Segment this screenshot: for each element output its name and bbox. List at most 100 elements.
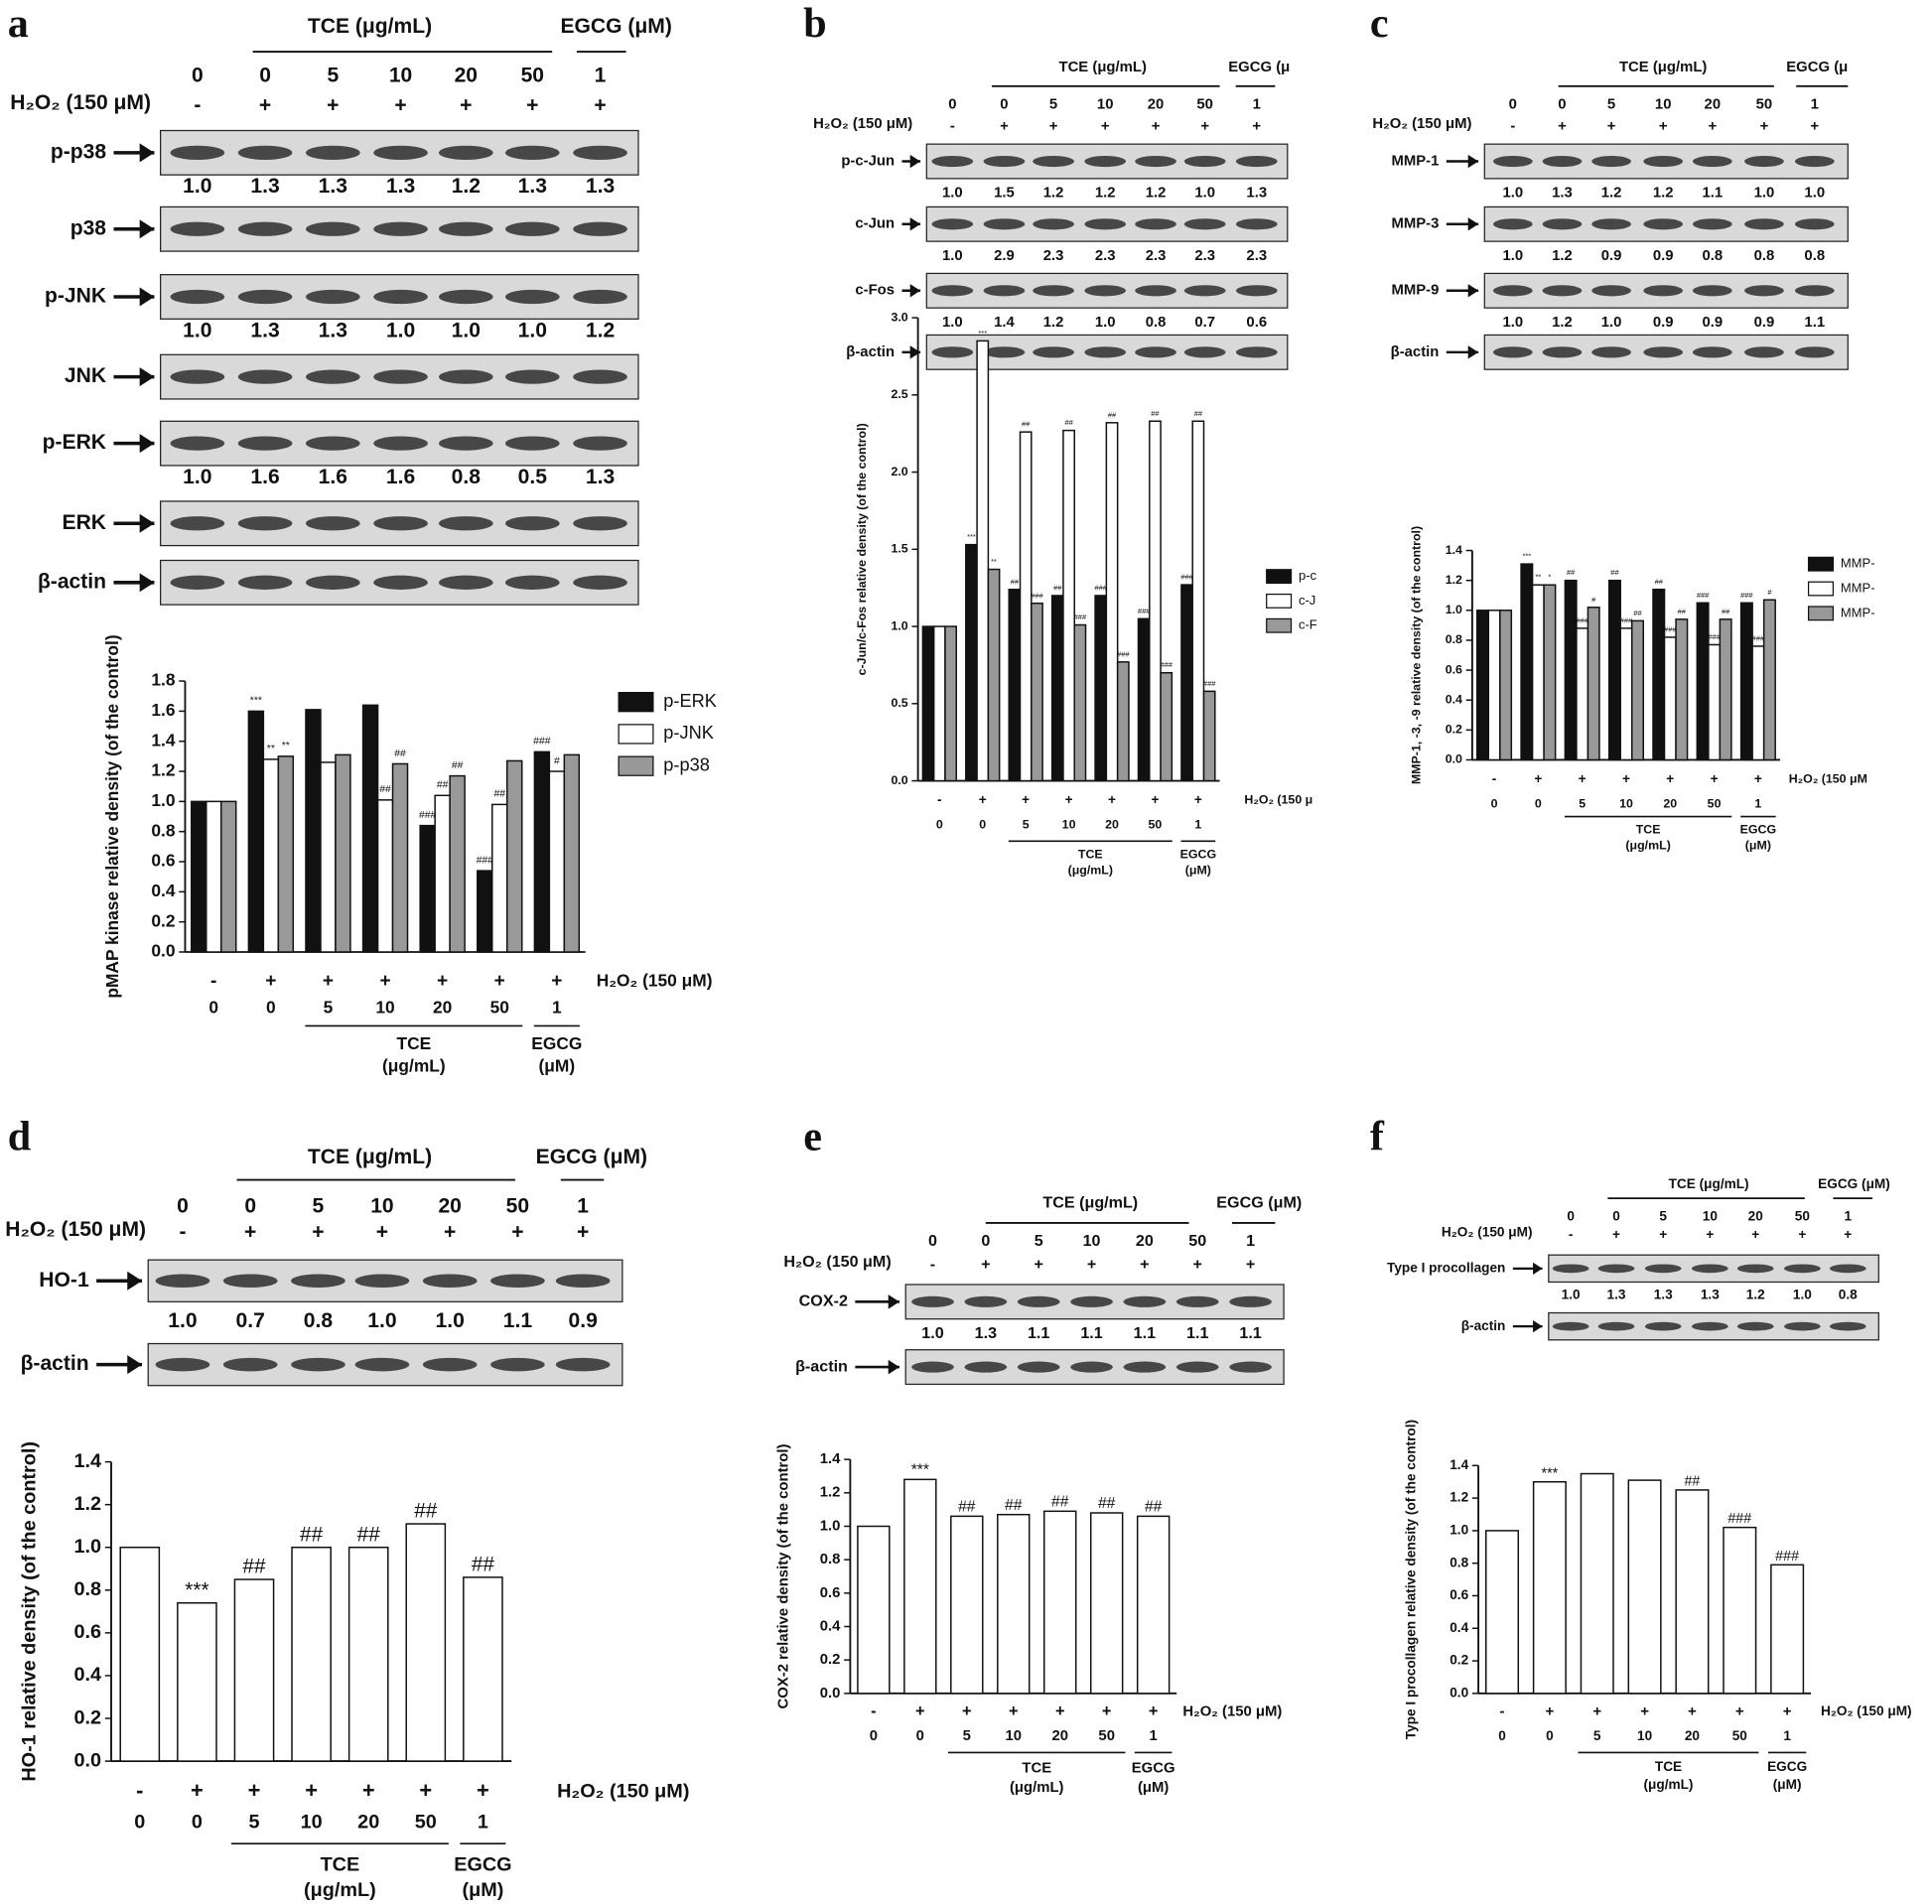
blot-band: [964, 1361, 1008, 1373]
row-label: p38: [70, 216, 107, 239]
h2o2-label: H₂O₂ (150 μ: [1244, 793, 1312, 807]
h2o2-label: H₂O₂ (150 μM): [5, 1218, 146, 1241]
blot-band: [1123, 1295, 1167, 1307]
bar: [361, 704, 379, 953]
bar: [1751, 645, 1765, 761]
bar: [1762, 599, 1776, 761]
x-tick-label: 1: [478, 1811, 488, 1833]
x-tick-label: 20: [357, 1811, 379, 1833]
blot-band: [505, 436, 560, 451]
bar: [449, 774, 466, 953]
y-tick-label: 3.0: [891, 310, 907, 324]
x-tick-label: 10: [1005, 1728, 1022, 1744]
blot-band: [1135, 155, 1176, 168]
bar: [1202, 690, 1216, 782]
x-tick-label: 1: [552, 998, 562, 1018]
x-sign-label: +: [1711, 771, 1719, 786]
bar: [857, 1525, 891, 1695]
dose-label: 5: [1607, 96, 1615, 112]
row-label: p-ERK: [43, 431, 107, 454]
y-tick-label: 0.4: [151, 881, 175, 900]
significance-mark: ###: [419, 810, 437, 821]
x-sign-label: +: [1622, 771, 1630, 786]
density-label: 0.9: [1653, 248, 1674, 264]
significance-mark: ##: [1098, 1495, 1116, 1512]
density-label: 0.6: [1246, 315, 1267, 331]
y-tick-label: 1.2: [74, 1493, 102, 1515]
y-tick-label: 2.0: [891, 465, 907, 478]
bar: [1564, 579, 1578, 761]
significance-mark: ##: [1610, 568, 1619, 577]
x-tick-label: 10: [375, 998, 394, 1018]
row-label: β-actin: [21, 1352, 89, 1375]
bar: [1619, 627, 1633, 761]
arrow-head: [1467, 217, 1479, 231]
x-tick-label: 20: [1051, 1728, 1068, 1744]
significance-mark: *: [1548, 573, 1551, 582]
blot-band: [1492, 285, 1533, 297]
blot-band: [1744, 285, 1784, 297]
blot-band: [1229, 1295, 1272, 1307]
density-label: 1.2: [1095, 186, 1116, 202]
blot-band: [1235, 155, 1278, 168]
significance-mark: ###: [533, 737, 551, 748]
blot-band: [1591, 155, 1631, 168]
panel-label: c: [1370, 0, 1389, 47]
x-tick-label: 0: [936, 817, 943, 831]
density-label: 1.0: [921, 1324, 943, 1342]
density-label: 1.3: [586, 175, 615, 198]
density-label: 1.3: [1246, 186, 1267, 202]
blot-band: [1644, 1321, 1682, 1331]
significance-mark: ***: [978, 329, 987, 338]
bar: [1532, 1480, 1567, 1695]
blot-band: [170, 436, 225, 451]
dose-label: 50: [1756, 96, 1773, 112]
sign-label: +: [1034, 1255, 1042, 1273]
blot-band: [354, 1357, 410, 1372]
significance-mark: ##: [1722, 607, 1730, 615]
sign-label: +: [1101, 119, 1110, 135]
blot-band: [155, 1274, 210, 1288]
blot-band: [237, 516, 293, 531]
dose-label: 0: [177, 1194, 189, 1217]
x-tick-label: 10: [1062, 817, 1076, 831]
row-label: c-Fos: [855, 283, 895, 299]
blot-band: [1552, 1264, 1589, 1274]
x-sign-label: +: [1149, 1702, 1159, 1720]
row-label: Type I procollagen: [1387, 1260, 1505, 1275]
x-sign-label: -: [1500, 1702, 1505, 1719]
sign-label: +: [1193, 1255, 1202, 1273]
density-label: 1.1: [1134, 1324, 1156, 1342]
significance-mark: #: [1767, 588, 1772, 597]
density-label: 0.9: [1754, 315, 1775, 331]
bar: [1136, 1515, 1171, 1695]
significance-mark: ##: [379, 784, 391, 795]
x-sign-label: -: [1492, 771, 1497, 786]
sign-label: +: [1000, 119, 1009, 135]
bar: [1576, 627, 1589, 761]
density-label: 1.0: [183, 175, 211, 198]
y-tick-label: 1.4: [1449, 1457, 1468, 1472]
y-tick-label: 1.2: [1449, 1490, 1468, 1505]
significance-mark: **: [1535, 573, 1541, 582]
y-tick-label: 1.4: [820, 1451, 841, 1467]
x-sign-label: +: [1754, 771, 1762, 786]
blot-band: [911, 1295, 954, 1307]
blot-band: [1744, 346, 1784, 358]
dose-label: 1: [1811, 96, 1819, 112]
y-tick-label: 1.2: [1446, 573, 1462, 587]
bar: [1031, 602, 1043, 782]
x-sign-label: +: [379, 971, 390, 992]
legend-swatch: [1807, 556, 1835, 572]
x-sign-label: -: [871, 1702, 876, 1720]
y-tick-label: 1.5: [891, 542, 907, 556]
blot-band: [373, 436, 428, 451]
blot-band: [306, 145, 360, 160]
arrow-head: [909, 345, 921, 359]
blot-band: [1084, 218, 1127, 230]
significance-mark: ##: [414, 1500, 438, 1523]
bar: [533, 750, 551, 953]
tce-header: TCE (μg/mL): [308, 1146, 432, 1168]
blot-band: [170, 145, 225, 160]
group-label: EGCG: [531, 1033, 582, 1053]
